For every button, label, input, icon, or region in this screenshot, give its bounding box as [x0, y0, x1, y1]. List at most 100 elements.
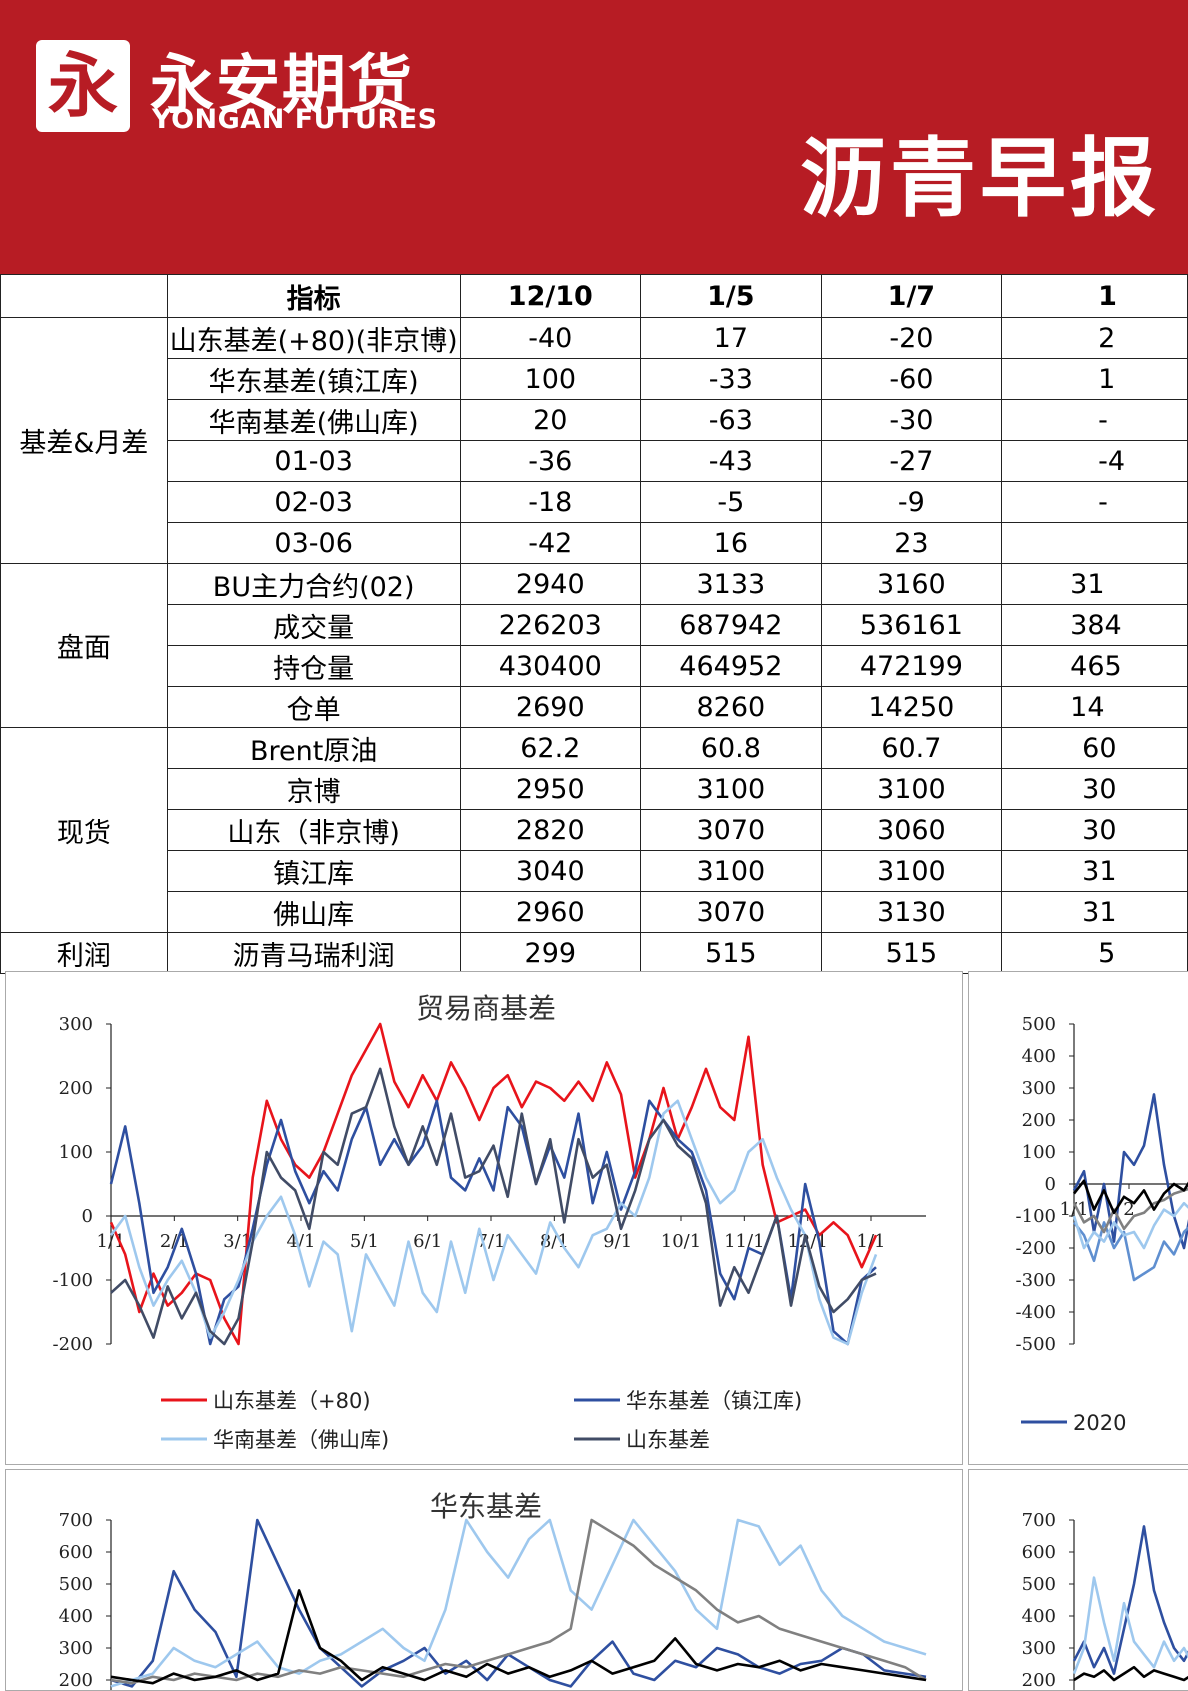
cell-value: 430400: [459, 645, 642, 687]
series-line: [1073, 1665, 1188, 1682]
series-line: [1072, 1179, 1188, 1215]
cell-value: 3100: [820, 850, 1003, 892]
table-row: 华南基差(佛山库) 20 -63 -30 -: [1, 399, 1188, 441]
series-line: [110, 1518, 927, 1688]
row-label: 仓单: [166, 686, 461, 728]
chart-title: 华东基差: [430, 1490, 542, 1523]
series-line: [110, 1518, 927, 1685]
row-label: 01-03: [166, 440, 461, 482]
legend-label: 2020: [1073, 1411, 1126, 1435]
chart-east-china-basis: 华东基差 700 600 500 400 300 200: [5, 1469, 963, 1691]
y-tick-label: 100: [59, 1142, 93, 1163]
cell-value: -: [1001, 481, 1188, 523]
y-tick-label: -400: [1016, 1302, 1056, 1323]
cell-value: -27: [820, 440, 1003, 482]
cell-value: 60.7: [820, 727, 1003, 769]
report-title: 沥青早报: [800, 129, 1160, 229]
y-tick-label: -200: [1016, 1238, 1056, 1259]
cell-value: 3100: [820, 768, 1003, 810]
cell-value: 3133: [640, 563, 822, 605]
cell-value: 2950: [459, 768, 642, 810]
cell-value: 3100: [640, 768, 822, 810]
y-tick-label: 300: [59, 1014, 93, 1035]
row-label: 华南基差(佛山库): [166, 399, 461, 441]
y-tick-label: -100: [53, 1270, 93, 1291]
y-tick-label: 500: [1022, 1574, 1056, 1595]
cell-value: -4: [1001, 440, 1188, 482]
y-tick-label: -300: [1016, 1270, 1056, 1291]
chart-east-china-seasonal: 700 600 500 400 300 200: [968, 1469, 1188, 1691]
row-label: 02-03: [166, 481, 461, 523]
x-tick-label: 3/1: [223, 1231, 252, 1252]
legend-label: 山东基差（+80): [213, 1389, 371, 1413]
series-line: [1072, 1093, 1188, 1250]
cell-value: -36: [459, 440, 642, 482]
row-label: 03-06: [166, 522, 461, 564]
chart-title: 贸易商基差: [416, 992, 556, 1025]
chart-trader-basis-svg: 贸易商基差 300 200 100 0 -100 -200 1/1 2/1 3/1 4/1 5/1 6/…: [53, 992, 926, 1452]
cell-value: 1: [1001, 358, 1188, 400]
y-tick-label: 400: [1022, 1046, 1056, 1067]
cell-value: 60.8: [640, 727, 822, 769]
table-row: 镇江库 3040 3100 3100 31: [1, 850, 1188, 892]
table-row: 现货 Brent原油 62.2 60.8 60.7 60: [0, 727, 1188, 933]
group-label: 利润: [0, 932, 168, 974]
cell-value: 5: [1001, 932, 1188, 974]
cell-value: 100: [459, 358, 642, 400]
cell-value: 16: [640, 522, 822, 564]
cell-value: 3100: [640, 850, 822, 892]
series-line: [1072, 1221, 1188, 1282]
table-row: 02-03 -18 -5 -9 -: [1, 481, 1188, 523]
series-line: [1072, 1576, 1188, 1675]
table-row: 盘面 BU主力合约(02) 2940 3133 3160 31: [0, 563, 1188, 728]
cell-value: -9: [820, 481, 1003, 523]
cell-value: 3040: [459, 850, 642, 892]
cell-value: [1001, 522, 1188, 564]
group-label: 现货: [0, 727, 168, 933]
date-header: 1/5: [640, 274, 822, 318]
row-label: 镇江库: [166, 850, 461, 892]
table-row: 03-06 -42 16 23: [1, 522, 1188, 564]
cell-value: 2: [1001, 317, 1188, 359]
cell-value: 3160: [820, 563, 1003, 605]
x-tick-label: 2: [1123, 1199, 1134, 1220]
cell-value: 14250: [820, 686, 1003, 728]
series-line: [109, 1099, 878, 1346]
cell-value: 17: [640, 317, 822, 359]
group-header-cell: [0, 274, 168, 318]
chart-seasonal-basis: 500 400 300 200 100 0 -100 -200 -300 -400 -500 1/1 2…: [968, 971, 1188, 1465]
cell-value: 14: [1001, 686, 1188, 728]
y-tick-label: 600: [59, 1542, 93, 1563]
y-tick-label: -100: [1016, 1206, 1056, 1227]
table-row: 基差&月差 山东基差(+80)(非京博) -40 17 -20 2: [0, 317, 1188, 564]
cell-value: 2690: [459, 686, 642, 728]
series-line: [110, 1589, 927, 1685]
table-row: 华东基差(镇江库) 100 -33 -60 1: [1, 358, 1188, 400]
indicator-table: 指标 12/10 1/5 1/7 1 基差&月差 山东基差(+80)(非京博) …: [0, 274, 1188, 974]
x-tick-label: 11/1: [724, 1231, 764, 1252]
cell-value: 464952: [640, 645, 822, 687]
cell-value: 2940: [459, 563, 642, 605]
y-tick-label: 600: [1022, 1542, 1056, 1563]
cell-value: -30: [820, 399, 1003, 441]
cell-value: 31: [1001, 850, 1188, 892]
cell-value: 299: [459, 932, 642, 974]
table-row: 持仓量 430400 464952 472199 465: [1, 645, 1188, 687]
cell-value: 20: [459, 399, 642, 441]
cell-value: 536161: [820, 604, 1003, 646]
legend-label: 华南基差（佛山库): [213, 1428, 389, 1452]
y-tick-label: 200: [1022, 1670, 1056, 1690]
row-label: 华东基差(镇江库): [166, 358, 461, 400]
row-label: Brent原油: [166, 727, 461, 769]
cell-value: 472199: [820, 645, 1003, 687]
y-tick-label: 400: [1022, 1606, 1056, 1627]
cell-value: 515: [640, 932, 822, 974]
y-tick-label: 500: [1022, 1014, 1056, 1035]
row-label: 成交量: [166, 604, 461, 646]
cell-value: 2960: [459, 891, 642, 933]
table-row: 01-03 -36 -43 -27 -4: [1, 440, 1188, 482]
cell-value: -33: [640, 358, 822, 400]
cell-value: -43: [640, 440, 822, 482]
legend-label: 华东基差（镇江库): [626, 1389, 802, 1413]
